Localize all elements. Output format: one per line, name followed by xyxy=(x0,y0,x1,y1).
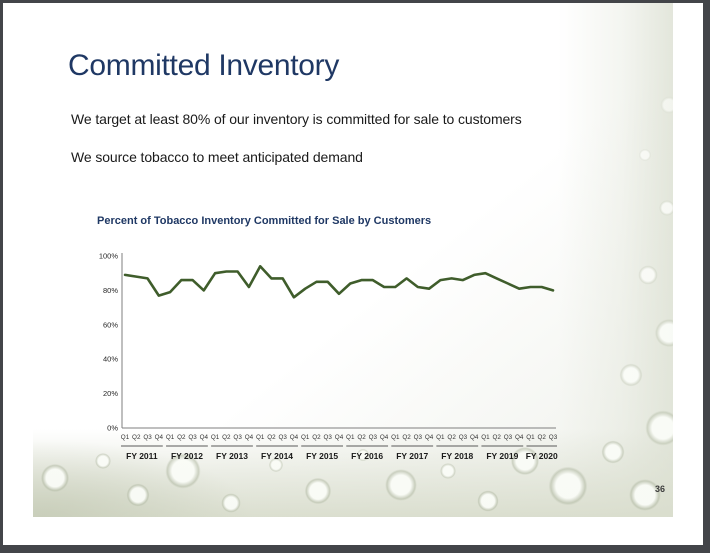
fy-group-label: FY 2017 xyxy=(396,451,428,461)
x-tick-quarter-label: Q4 xyxy=(245,434,254,441)
x-tick-quarter-label: Q4 xyxy=(335,434,344,441)
fy-group-label: FY 2013 xyxy=(216,451,248,461)
x-tick-quarter-label: Q3 xyxy=(143,434,152,441)
x-tick-quarter-label: Q4 xyxy=(380,434,389,441)
x-tick-quarter-label: Q2 xyxy=(222,434,231,441)
x-tick-quarter-label: Q1 xyxy=(121,434,130,441)
x-tick-quarter-label: Q1 xyxy=(166,434,175,441)
x-tick-quarter-label: Q3 xyxy=(324,434,333,441)
x-tick-quarter-label: Q2 xyxy=(132,434,141,441)
y-tick-label: 60% xyxy=(103,320,118,329)
y-tick-label: 80% xyxy=(103,286,118,295)
x-tick-quarter-label: Q3 xyxy=(459,434,468,441)
x-tick-quarter-label: Q3 xyxy=(188,434,197,441)
body-text-target: We target at least 80% of our inventory … xyxy=(71,111,522,127)
x-tick-quarter-label: Q4 xyxy=(155,434,164,441)
fy-group-label: FY 2018 xyxy=(441,451,473,461)
x-tick-quarter-label: Q1 xyxy=(391,434,400,441)
x-tick-quarter-label: Q1 xyxy=(301,434,310,441)
x-tick-quarter-label: Q1 xyxy=(256,434,265,441)
x-tick-quarter-label: Q2 xyxy=(492,434,501,441)
x-tick-quarter-label: Q4 xyxy=(200,434,209,441)
x-tick-quarter-label: Q3 xyxy=(414,434,423,441)
x-tick-quarter-label: Q4 xyxy=(470,434,479,441)
inventory-line-series xyxy=(123,264,555,299)
y-tick-label: 0% xyxy=(107,424,118,433)
x-tick-quarter-label: Q3 xyxy=(233,434,242,441)
slide-title: Committed Inventory xyxy=(68,49,340,82)
fy-group-label: FY 2012 xyxy=(171,451,203,461)
fy-group-label: FY 2019 xyxy=(486,451,518,461)
x-tick-quarter-label: Q1 xyxy=(526,434,535,441)
slide: Committed Inventory We target at least 8… xyxy=(3,3,703,545)
x-tick-quarter-label: Q3 xyxy=(504,434,513,441)
y-tick-label: 20% xyxy=(103,389,118,398)
x-tick-quarter-label: Q2 xyxy=(267,434,276,441)
x-tick-quarter-label: Q1 xyxy=(481,434,490,441)
x-tick-quarter-label: Q2 xyxy=(357,434,366,441)
x-tick-quarter-label: Q4 xyxy=(425,434,434,441)
chart-canvas: 100%80%60%40%20%0%Q1 Q2 Q3 Q4 Q1 Q2 Q3 Q4 Q1 Q2 Q3… xyxy=(99,252,558,462)
x-tick-quarter-label: Q2 xyxy=(312,434,321,441)
x-tick-quarter-label: Q3 xyxy=(278,434,287,441)
y-tick-label: 100% xyxy=(99,252,119,261)
y-tick-label: 40% xyxy=(103,355,118,364)
x-tick-quarter-label: Q2 xyxy=(447,434,456,441)
x-tick-quarter-label: Q2 xyxy=(402,434,411,441)
x-tick-quarter-label: Q4 xyxy=(515,434,524,441)
x-tick-quarter-label: Q1 xyxy=(346,434,355,441)
chart-title: Percent of Tobacco Inventory Committed f… xyxy=(97,215,432,227)
fy-group-label: FY 2011 xyxy=(126,451,158,461)
committed-inventory-chart: Percent of Tobacco Inventory Committed f… xyxy=(95,215,590,477)
x-tick-quarter-label: Q2 xyxy=(538,434,547,441)
x-tick-quarter-label: Q1 xyxy=(211,434,220,441)
x-tick-quarter-label: Q4 xyxy=(290,434,299,441)
page-number: 36 xyxy=(654,484,665,494)
x-tick-quarter-label: Q1 xyxy=(436,434,445,441)
fy-group-label: FY 2020 xyxy=(526,451,558,461)
x-tick-quarter-label: Q3 xyxy=(549,434,558,441)
fy-group-label: FY 2016 xyxy=(351,451,383,461)
body-text-source: We source tobacco to meet anticipated de… xyxy=(71,149,363,165)
fy-group-label: FY 2014 xyxy=(261,451,293,461)
x-tick-quarter-label: Q3 xyxy=(369,434,378,441)
fy-group-label: FY 2015 xyxy=(306,451,338,461)
x-tick-quarter-label: Q2 xyxy=(177,434,186,441)
